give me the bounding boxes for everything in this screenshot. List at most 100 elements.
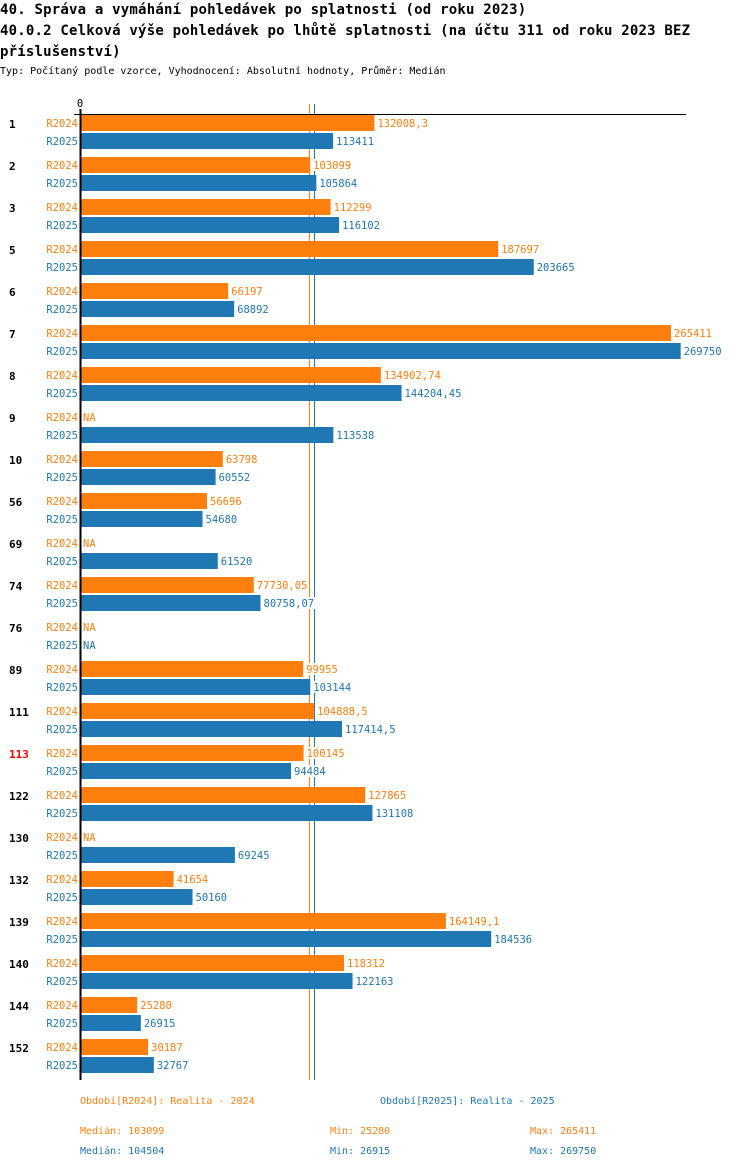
category-label: 76 bbox=[9, 622, 23, 635]
series-label-r2025: R2025 bbox=[46, 430, 78, 442]
value-label-r2025: 113538 bbox=[336, 430, 374, 442]
value-label-r2024: NA bbox=[83, 622, 96, 634]
value-label-r2024: 265411 bbox=[674, 328, 712, 340]
category-label: 74 bbox=[9, 580, 23, 593]
category-label: 8 bbox=[9, 370, 16, 383]
bar-r2024 bbox=[81, 913, 446, 929]
value-label-r2024: 30187 bbox=[151, 1042, 183, 1054]
series-label-r2025: R2025 bbox=[46, 514, 78, 526]
series-label-r2025: R2025 bbox=[46, 850, 78, 862]
series-label-r2025: R2025 bbox=[46, 808, 78, 820]
bar-r2025 bbox=[81, 763, 292, 779]
value-label-background bbox=[367, 789, 408, 801]
series-label-r2024: R2024 bbox=[46, 874, 78, 886]
series-label-r2024: R2024 bbox=[46, 622, 78, 634]
chart-section-title: 40. Správa a vymáhání pohledávek po spla… bbox=[0, 2, 527, 18]
category-label: 5 bbox=[9, 244, 16, 257]
value-label-r2024: 63798 bbox=[226, 454, 258, 466]
series-label-r2025: R2025 bbox=[46, 598, 78, 610]
value-label-background bbox=[194, 891, 229, 903]
category-label: 140 bbox=[9, 958, 29, 971]
bar-r2024 bbox=[81, 325, 671, 341]
category-label: 139 bbox=[9, 916, 29, 929]
bar-r2024 bbox=[81, 745, 304, 761]
value-label-r2024: 187697 bbox=[501, 244, 539, 256]
bar-r2024 bbox=[81, 241, 499, 257]
value-label-r2024: 56696 bbox=[210, 496, 242, 508]
series-label-r2024: R2024 bbox=[46, 538, 78, 550]
value-label-background bbox=[354, 975, 395, 987]
series-label-r2024: R2024 bbox=[46, 580, 78, 592]
bar-r2024 bbox=[81, 283, 229, 299]
series-label-r2025: R2025 bbox=[46, 766, 78, 778]
value-label-background bbox=[335, 135, 375, 147]
value-label-r2025: 269750 bbox=[684, 346, 722, 358]
value-label-background bbox=[175, 873, 210, 885]
value-label-r2024: 77730,05 bbox=[257, 580, 308, 592]
value-label-background bbox=[332, 201, 373, 213]
value-label-r2024: 134902,74 bbox=[384, 370, 441, 382]
series-label-r2025: R2025 bbox=[46, 472, 78, 484]
value-label-background bbox=[403, 387, 463, 399]
value-label-r2024: 103099 bbox=[313, 160, 351, 172]
series-label-r2024: R2024 bbox=[46, 454, 78, 466]
value-label-r2025: 203665 bbox=[537, 262, 575, 274]
x-tick-label: 0 bbox=[77, 98, 83, 110]
series-label-r2024: R2024 bbox=[46, 496, 78, 508]
category-label: 111 bbox=[9, 706, 29, 719]
category-label: 122 bbox=[9, 790, 29, 803]
bar-r2025 bbox=[81, 553, 218, 569]
value-label-r2024: 25280 bbox=[140, 1000, 172, 1012]
bar-r2025 bbox=[81, 133, 334, 149]
bar-r2024 bbox=[81, 871, 174, 887]
value-label-background bbox=[82, 621, 97, 633]
value-label-r2025: 60552 bbox=[219, 472, 251, 484]
value-label-background bbox=[500, 243, 541, 255]
category-label: 89 bbox=[9, 664, 22, 677]
series-label-r2024: R2024 bbox=[46, 244, 78, 256]
series-label-r2024: R2024 bbox=[46, 118, 78, 130]
bar-r2025 bbox=[81, 889, 193, 905]
stat-max-r2025: Max: 269750 bbox=[530, 1146, 597, 1157]
value-label-r2024: 41654 bbox=[177, 874, 209, 886]
category-label: 132 bbox=[9, 874, 29, 887]
bar-r2025 bbox=[81, 217, 340, 233]
value-label-r2024: 127865 bbox=[368, 790, 406, 802]
value-label-r2025: 80758,07 bbox=[264, 598, 315, 610]
value-label-r2024: 112299 bbox=[334, 202, 372, 214]
bar-r2025 bbox=[81, 175, 317, 191]
series-label-r2025: R2025 bbox=[46, 640, 78, 652]
stat-min-r2025: Min: 26915 bbox=[330, 1146, 391, 1157]
value-label-background bbox=[230, 285, 264, 297]
bar-r2024 bbox=[81, 577, 254, 593]
value-label-r2024: 118312 bbox=[347, 958, 385, 970]
value-label-r2025: 105864 bbox=[319, 178, 357, 190]
value-label-background bbox=[82, 411, 97, 423]
bar-r2025 bbox=[81, 1057, 154, 1073]
chart-title: 40.0.2 Celková výše pohledávek po lhůtě … bbox=[0, 23, 691, 39]
bar-r2025 bbox=[81, 427, 334, 443]
value-label-r2025: 116102 bbox=[342, 220, 380, 232]
series-label-r2025: R2025 bbox=[46, 1018, 78, 1030]
series-label-r2024: R2024 bbox=[46, 1042, 78, 1054]
series-label-r2025: R2025 bbox=[46, 346, 78, 358]
value-label-background bbox=[142, 1017, 177, 1029]
bar-r2025 bbox=[81, 343, 681, 359]
bar-r2025 bbox=[81, 301, 235, 317]
value-label-background bbox=[673, 327, 713, 339]
series-label-r2024: R2024 bbox=[46, 706, 78, 718]
value-label-background bbox=[382, 369, 442, 381]
value-label-r2024: 100145 bbox=[307, 748, 345, 760]
series-label-r2025: R2025 bbox=[46, 388, 78, 400]
category-label: 113 bbox=[9, 748, 29, 761]
series-label-r2024: R2024 bbox=[46, 328, 78, 340]
bar-r2025 bbox=[81, 1015, 141, 1031]
value-label-r2024: NA bbox=[83, 412, 96, 424]
series-label-r2024: R2024 bbox=[46, 160, 78, 172]
category-label: 56 bbox=[9, 496, 23, 509]
value-label-r2025: NA bbox=[83, 640, 96, 652]
bar-r2024 bbox=[81, 451, 223, 467]
bar-r2025 bbox=[81, 259, 534, 275]
value-label-background bbox=[155, 1059, 190, 1071]
series-label-r2025: R2025 bbox=[46, 1060, 78, 1072]
